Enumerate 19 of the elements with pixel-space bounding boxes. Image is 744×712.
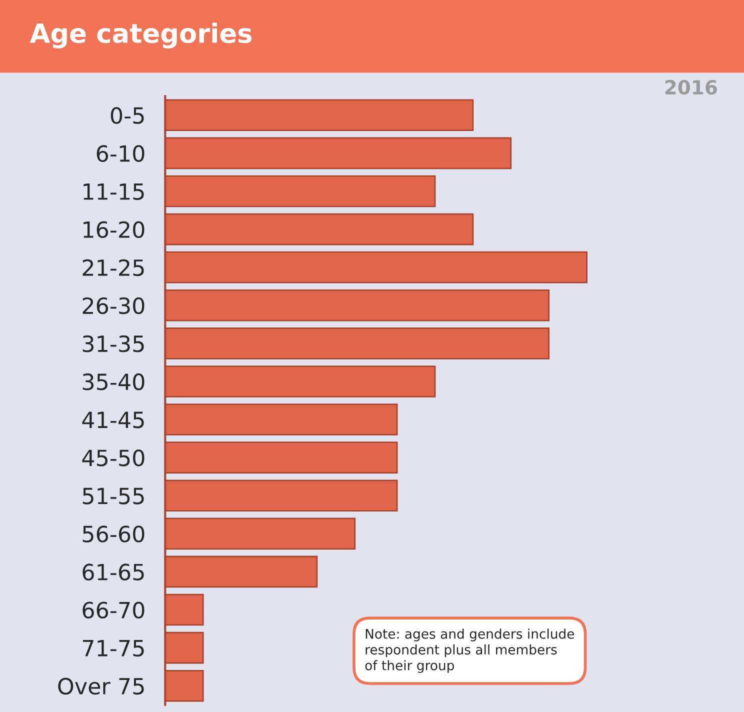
y-tick-label: 31-35: [82, 335, 144, 352]
y-tick-label: 56-60: [82, 526, 144, 542]
y-tick-label: 51-55: [82, 488, 144, 504]
y-tick-label: Over 75: [58, 678, 144, 695]
y-tick-label: 45-50: [82, 450, 144, 466]
y-tick-label: 35-40: [82, 373, 144, 390]
y-tick-label: 11-15: [84, 183, 144, 200]
y-tick-label: 16-20: [84, 221, 144, 238]
y-tick-label: 71-75: [82, 640, 144, 657]
y-tick-label: 26-30: [82, 297, 144, 314]
annotation: Note: ages and genders include respondent plus all members of their group: [365, 628, 574, 673]
chart-title: Age categories: [30, 22, 252, 48]
y-tick-label: 66-70: [82, 602, 144, 619]
y-tick-label: 0-5: [110, 107, 144, 124]
text: 2016: [665, 80, 717, 95]
y-tick-label: 21-25: [82, 259, 144, 276]
y-tick-label: 41-45: [82, 412, 144, 428]
y-tick-label: 61-65: [82, 564, 144, 580]
y-tick-label: 6-10: [96, 145, 144, 162]
